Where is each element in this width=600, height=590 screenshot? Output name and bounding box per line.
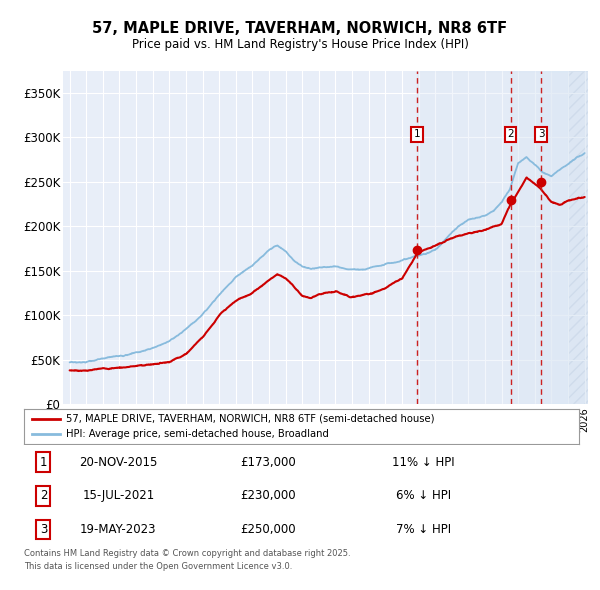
Text: 3: 3 <box>538 129 544 139</box>
Text: 2: 2 <box>507 129 514 139</box>
Bar <box>511 71 588 404</box>
Text: £250,000: £250,000 <box>241 523 296 536</box>
Text: 1: 1 <box>40 455 47 469</box>
Text: 6% ↓ HPI: 6% ↓ HPI <box>396 489 451 503</box>
Text: 7% ↓ HPI: 7% ↓ HPI <box>396 523 451 536</box>
Bar <box>568 71 588 404</box>
Text: 2: 2 <box>40 489 47 503</box>
Text: This data is licensed under the Open Government Licence v3.0.: This data is licensed under the Open Gov… <box>24 562 292 571</box>
Text: 15-JUL-2021: 15-JUL-2021 <box>82 489 154 503</box>
Bar <box>417 71 588 404</box>
Text: 11% ↓ HPI: 11% ↓ HPI <box>392 455 455 469</box>
Text: £230,000: £230,000 <box>241 489 296 503</box>
Text: 57, MAPLE DRIVE, TAVERHAM, NORWICH, NR8 6TF: 57, MAPLE DRIVE, TAVERHAM, NORWICH, NR8 … <box>92 21 508 35</box>
Text: 20-NOV-2015: 20-NOV-2015 <box>79 455 158 469</box>
Bar <box>568 71 588 404</box>
Text: 57, MAPLE DRIVE, TAVERHAM, NORWICH, NR8 6TF (semi-detached house): 57, MAPLE DRIVE, TAVERHAM, NORWICH, NR8 … <box>65 414 434 424</box>
Text: £173,000: £173,000 <box>241 455 296 469</box>
Text: 1: 1 <box>413 129 420 139</box>
Text: Price paid vs. HM Land Registry's House Price Index (HPI): Price paid vs. HM Land Registry's House … <box>131 38 469 51</box>
Text: Contains HM Land Registry data © Crown copyright and database right 2025.: Contains HM Land Registry data © Crown c… <box>24 549 350 558</box>
Text: HPI: Average price, semi-detached house, Broadland: HPI: Average price, semi-detached house,… <box>65 430 329 440</box>
Text: 19-MAY-2023: 19-MAY-2023 <box>80 523 157 536</box>
Bar <box>541 71 588 404</box>
Text: 3: 3 <box>40 523 47 536</box>
